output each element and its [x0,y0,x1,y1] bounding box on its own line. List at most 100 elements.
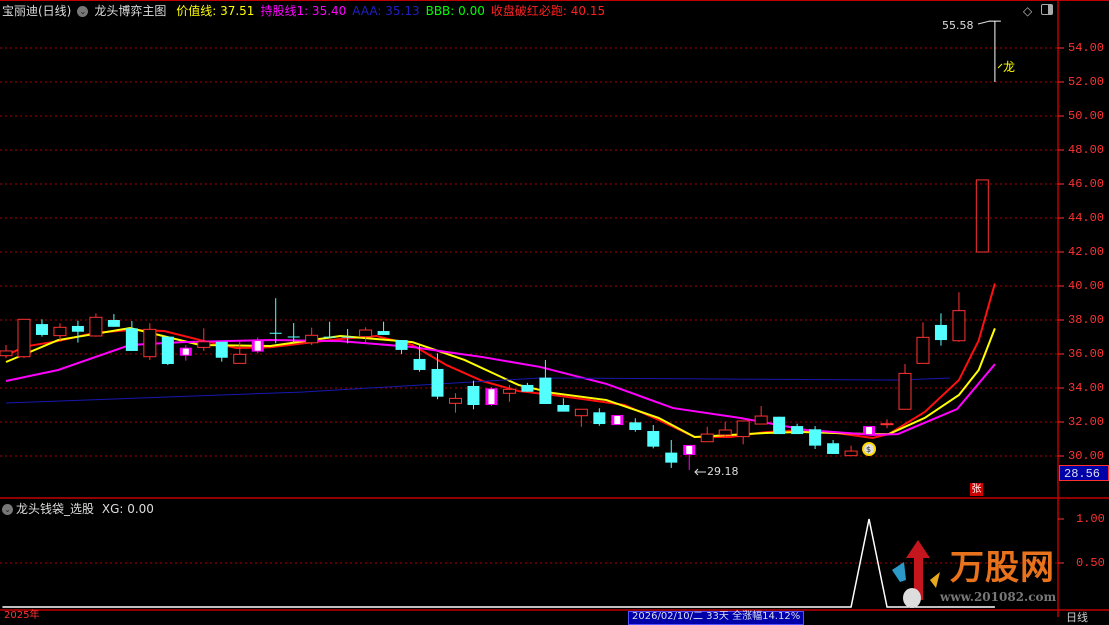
candle-down [934,324,947,341]
candle-down [629,422,642,430]
price-axis-label: 54.00 [1068,41,1105,55]
xg-line [2,518,995,608]
price-axis-label: 30.00 [1068,449,1105,463]
sub-axis-label: 0.50 [1076,556,1105,570]
candle-down [215,341,228,358]
indicator-value: 收盘破红必跑: 40.15 [490,4,606,18]
candle-up [736,420,750,438]
candle-down [773,416,786,435]
xg-value: XG: 0.00 [101,502,154,516]
candle-down [413,358,426,370]
indicator-value: BBB: 0.00 [425,4,485,18]
money-bag-icon: $ [866,445,871,454]
price-axis-label: 40.00 [1068,279,1105,293]
last-price-label: 28.56 [1059,465,1109,481]
dragon-label: 龙 [1003,60,1016,74]
candle-down [107,320,120,327]
candle-up [880,423,894,426]
period-label[interactable]: 日线 [1066,611,1088,624]
candle-down [125,328,138,351]
candle-up [0,350,13,357]
indicator-name[interactable]: 龙头博弈主图 [94,4,167,18]
price-axis-label: 38.00 [1068,313,1105,327]
candle-down [341,336,354,338]
candle-up [89,316,103,337]
candle-special-center [488,389,495,404]
sub-chart-header: ⌄ 龙头钱袋_选股 XG: 0.00 [2,500,154,517]
candle-up [359,329,373,338]
logo-text: 万股网 [950,548,1055,588]
arrow-icon [977,20,991,25]
candle-down [269,332,282,334]
stock-title[interactable]: 宝丽迪(日线) [2,4,72,18]
high-price-label: 55.58 [942,19,974,32]
indicator-value: 持股线1: 35.40 [260,4,347,18]
candle-down [287,336,300,338]
candle-up [844,450,858,457]
candle-down [539,377,552,404]
candle-special-center [686,445,693,454]
price-axis-label: 50.00 [1068,109,1105,123]
logo: 万股网 www.201082.com [892,540,1070,610]
price-axis-label: 48.00 [1068,143,1105,157]
indicator-value: AAA: 35.13 [352,4,420,18]
candle-up [143,328,157,358]
sub-axis-label: 1.00 [1076,512,1105,526]
candle-down [377,331,390,335]
price-axis-label: 32.00 [1068,415,1105,429]
candle-up [502,388,516,394]
arrow-icon [997,63,1003,69]
low-price-label: 29.18 [707,465,739,478]
candle-up [952,310,966,342]
indicator-value: 价值线: 37.51 [176,4,255,18]
sub-indicator-name[interactable]: 龙头钱袋_选股 [16,502,95,516]
candle-down [161,336,174,365]
candle-up [233,353,247,364]
candle-down [467,385,480,405]
candle-down [809,429,822,446]
candle-down [431,368,444,397]
price-axis-label: 52.00 [1068,75,1105,89]
chevron-down-icon[interactable]: ⌄ [77,6,89,17]
candle-special-center [614,416,621,425]
candle-up [53,326,67,337]
candle-special-center [182,348,189,355]
series-line [5,283,996,439]
candle-down [827,443,840,454]
candle-up [754,415,768,425]
chevron-down-icon[interactable]: ⌄ [2,504,13,515]
date-axis-start: 2025年 [4,610,40,621]
logo-url: www.201082.com [940,590,1057,604]
price-axis-label: 36.00 [1068,347,1105,361]
price-axis-label: 42.00 [1068,245,1105,259]
arrow-icon [694,468,699,476]
candle-up [305,334,319,344]
candle-down [395,340,408,350]
candle-down [557,405,570,412]
candle-down [323,336,336,338]
candle-up [718,429,732,436]
candle-down [791,426,804,435]
candle-up [449,397,462,404]
candle-down [665,452,678,463]
main-chart-header: 宝丽迪(日线) ⌄ 龙头博弈主图 价值线: 37.51 持股线1: 35.40 AAA:… [2,2,617,19]
panel-toggle-icon[interactable] [1041,4,1053,15]
candle-up [898,372,912,410]
candle-up [700,433,714,443]
candle-special-center [866,427,873,434]
zhang-badge: 张 [970,483,983,496]
candle-down [521,384,534,392]
diamond-icon[interactable]: ◇ [1023,4,1033,18]
candle-up [17,318,31,358]
candle-up [197,341,211,348]
price-axis-label: 44.00 [1068,211,1105,225]
price-axis-label: 46.00 [1068,177,1105,191]
candle-down [647,431,660,447]
cursor-date-info: 2026/02/10/二 33天 全涨幅14.12% [628,611,805,625]
signal-box [975,179,989,253]
money-bag-icon [862,442,877,456]
candle-up [916,336,930,364]
candle-down [35,324,48,335]
candle-special-center [254,341,261,351]
